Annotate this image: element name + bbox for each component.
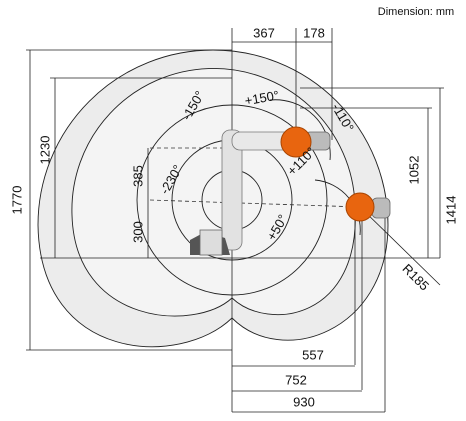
range-arc xyxy=(269,99,331,161)
dimension-label: 1230 xyxy=(37,136,52,165)
inner-envelope xyxy=(71,67,356,317)
dimension-label: +150° xyxy=(244,88,281,109)
dimension-label: 1052 xyxy=(406,156,421,185)
dimension-label: 300 xyxy=(130,221,145,243)
dimension-label: 557 xyxy=(302,347,324,362)
dimension-label: 1414 xyxy=(443,196,458,225)
dimension-label: 1770 xyxy=(9,186,24,215)
robot xyxy=(190,126,391,256)
dimension-label: 385 xyxy=(130,165,145,187)
dimension-label: 752 xyxy=(285,372,307,387)
r185-leader xyxy=(359,206,441,286)
dimension-label: R185 xyxy=(399,261,432,294)
elbow-line xyxy=(149,199,361,208)
dimension-label: 930 xyxy=(293,394,315,409)
unit-note: Dimension: mm xyxy=(378,6,454,18)
dimension-label: 178 xyxy=(303,25,325,40)
dimension-label: 367 xyxy=(253,25,275,40)
